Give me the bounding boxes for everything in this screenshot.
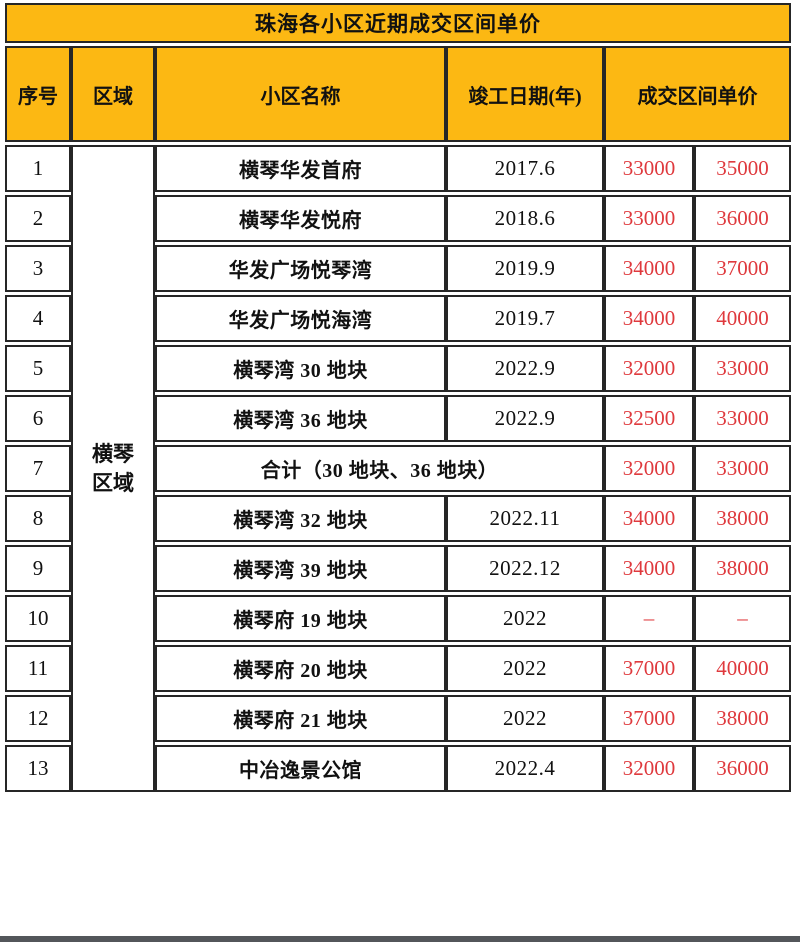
cell-price-low: 34000: [604, 495, 694, 542]
col-header-region: 区域: [71, 46, 155, 142]
table-row: 6 横琴湾 36 地块 2022.9 32500 33000: [5, 395, 792, 442]
cell-date: 2022.4: [446, 745, 604, 792]
cell-date: 2018.6: [446, 195, 604, 242]
cell-price-low: 32000: [604, 445, 694, 492]
cell-price-low: 37000: [604, 695, 694, 742]
price-table: 珠海各小区近期成交区间单价 序号 区域 小区名称 竣工日期(年) 成交区间单价 …: [5, 0, 792, 795]
cell-date: 2022.12: [446, 545, 604, 592]
price-table-container: 珠海各小区近期成交区间单价 序号 区域 小区名称 竣工日期(年) 成交区间单价 …: [5, 0, 792, 795]
bottom-bar: [0, 936, 800, 942]
cell-date: 2022: [446, 645, 604, 692]
cell-name: 横琴府 21 地块: [155, 695, 446, 742]
cell-price-low: 37000: [604, 645, 694, 692]
table-row: 8 横琴湾 32 地块 2022.11 34000 38000: [5, 495, 792, 542]
cell-price-high: 33000: [694, 345, 792, 392]
table-row: 3 华发广场悦琴湾 2019.9 34000 37000: [5, 245, 792, 292]
table-body: 1 横琴 区域 横琴华发首府 2017.6 33000 35000 2 横琴华发悦府 2018.…: [5, 145, 792, 792]
cell-price-high: 33000: [694, 445, 792, 492]
cell-date: 2019.7: [446, 295, 604, 342]
cell-price-low: 34000: [604, 245, 694, 292]
cell-no: 2: [5, 195, 71, 242]
table-row: 1 横琴 区域 横琴华发首府 2017.6 33000 35000: [5, 145, 792, 792]
table-row: 2 横琴华发悦府 2018.6 33000 36000: [5, 195, 792, 242]
cell-price-low: –: [604, 595, 694, 642]
cell-name: 横琴府 19 地块: [155, 595, 446, 642]
cell-no: 13: [5, 745, 71, 792]
cell-price-low: 33000: [604, 145, 694, 192]
cell-price-high: 35000: [694, 145, 792, 192]
cell-no: 7: [5, 445, 71, 492]
cell-name: 横琴华发首府: [155, 145, 446, 192]
table-row: 11 横琴府 20 地块 2022 37000 40000: [5, 645, 792, 692]
cell-date: 2022: [446, 595, 604, 642]
cell-date: 2022: [446, 695, 604, 742]
cell-price-high: 38000: [694, 495, 792, 542]
cell-price-high: 37000: [694, 245, 792, 292]
cell-price-high: 38000: [694, 545, 792, 592]
cell-price-high: 40000: [694, 645, 792, 692]
cell-price-low: 32500: [604, 395, 694, 442]
cell-name: 横琴府 20 地块: [155, 645, 446, 692]
cell-price-low: 34000: [604, 545, 694, 592]
table-row: 7 合计（30 地块、36 地块） 32000 33000: [5, 445, 792, 492]
cell-no: 8: [5, 495, 71, 542]
cell-no: 1: [5, 145, 71, 192]
cell-date: 2022.9: [446, 345, 604, 392]
cell-date: 2017.6: [446, 145, 604, 192]
cell-no: 5: [5, 345, 71, 392]
cell-price-high: 33000: [694, 395, 792, 442]
table-row: 10 横琴府 19 地块 2022– –: [5, 595, 792, 642]
title-row: 珠海各小区近期成交区间单价: [5, 3, 792, 43]
cell-date: 2019.9: [446, 245, 604, 292]
table-title: 珠海各小区近期成交区间单价: [5, 3, 792, 43]
table-row: 5 横琴湾 30 地块 2022.9 32000 33000: [5, 345, 792, 392]
cell-name: 横琴湾 30 地块: [155, 345, 446, 392]
col-header-date: 竣工日期(年): [446, 46, 604, 142]
cell-no: 6: [5, 395, 71, 442]
cell-name: 华发广场悦海湾: [155, 295, 446, 342]
table-row: 4 华发广场悦海湾 2019.7 34000 40000: [5, 295, 792, 342]
cell-no: 4: [5, 295, 71, 342]
cell-name: 中冶逸景公馆: [155, 745, 446, 792]
cell-price-low: 32000: [604, 345, 694, 392]
cell-name: 横琴湾 32 地块: [155, 495, 446, 542]
cell-price-high: 36000: [694, 745, 792, 792]
cell-price-low: 33000: [604, 195, 694, 242]
cell-date: 2022.9: [446, 395, 604, 442]
header-row: 序号 区域 小区名称 竣工日期(年) 成交区间单价: [5, 46, 792, 142]
cell-price-low: 32000: [604, 745, 694, 792]
cell-price-high: 40000: [694, 295, 792, 342]
col-header-price: 成交区间单价: [604, 46, 792, 142]
cell-price-low: 34000: [604, 295, 694, 342]
table-row: 13 中冶逸景公馆 2022.4 32000 36000: [5, 745, 792, 792]
col-header-no: 序号: [5, 46, 71, 142]
cell-name: 合计（30 地块、36 地块）: [155, 445, 604, 492]
cell-date: 2022.11: [446, 495, 604, 542]
cell-no: 10: [5, 595, 71, 642]
cell-price-high: –: [694, 595, 792, 642]
cell-price-high: 38000: [694, 695, 792, 742]
cell-name: 横琴华发悦府: [155, 195, 446, 242]
cell-name: 横琴湾 36 地块: [155, 395, 446, 442]
cell-name: 横琴湾 39 地块: [155, 545, 446, 592]
col-header-name: 小区名称: [155, 46, 446, 142]
cell-price-high: 36000: [694, 195, 792, 242]
table-row: 9 横琴湾 39 地块 2022.12 34000 38000: [5, 545, 792, 592]
cell-region: 横琴 区域: [71, 145, 155, 792]
cell-name: 华发广场悦琴湾: [155, 245, 446, 292]
table-row: 12 横琴府 21 地块 2022 37000 38000: [5, 695, 792, 742]
cell-no: 9: [5, 545, 71, 592]
cell-no: 3: [5, 245, 71, 292]
cell-no: 11: [5, 645, 71, 692]
cell-no: 12: [5, 695, 71, 742]
